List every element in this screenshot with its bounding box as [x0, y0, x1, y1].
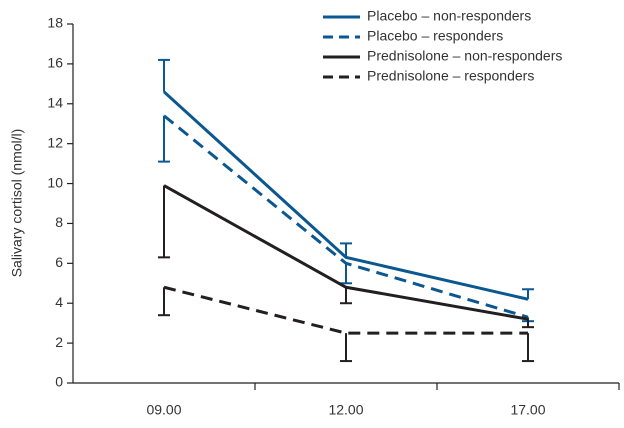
error-bar — [522, 288, 534, 300]
error-bar — [340, 242, 352, 258]
y-tick-label: 12 — [47, 134, 63, 150]
error-bar — [158, 185, 170, 259]
error-bar — [158, 58, 170, 92]
x-tick-label: 12.00 — [328, 402, 363, 418]
y-tick-label: 2 — [55, 334, 63, 350]
y-tick-label: 18 — [47, 15, 63, 31]
y-tick-label: 0 — [55, 374, 63, 390]
error-bar — [340, 263, 352, 285]
error-bar — [340, 333, 352, 363]
series-line — [163, 285, 528, 335]
legend-label: Placebo – non-responders — [367, 8, 531, 24]
x-tick-label: 17.00 — [510, 402, 545, 418]
y-axis-label: Salivary cortisol (nmol/l) — [9, 129, 25, 278]
error-bar — [340, 287, 352, 305]
y-tick-label: 16 — [47, 55, 63, 71]
y-tick-label: 10 — [47, 174, 63, 190]
series-line — [163, 184, 529, 321]
legend-label: Placebo – responders — [367, 28, 503, 44]
legend-label: Prednisolone – responders — [367, 68, 534, 84]
y-tick-label: 8 — [55, 214, 63, 230]
error-bar — [522, 333, 534, 363]
y-tick-label: 6 — [55, 254, 63, 270]
y-tick-label: 4 — [55, 294, 63, 310]
series-line — [162, 90, 529, 301]
y-tick-label: 14 — [47, 94, 63, 110]
error-bar — [158, 287, 170, 317]
legend-label: Prednisolone – non-responders — [367, 48, 562, 64]
error-bar — [522, 319, 534, 329]
series-line — [163, 114, 529, 319]
x-tick-label: 09.00 — [146, 402, 181, 418]
error-bar — [158, 115, 170, 163]
